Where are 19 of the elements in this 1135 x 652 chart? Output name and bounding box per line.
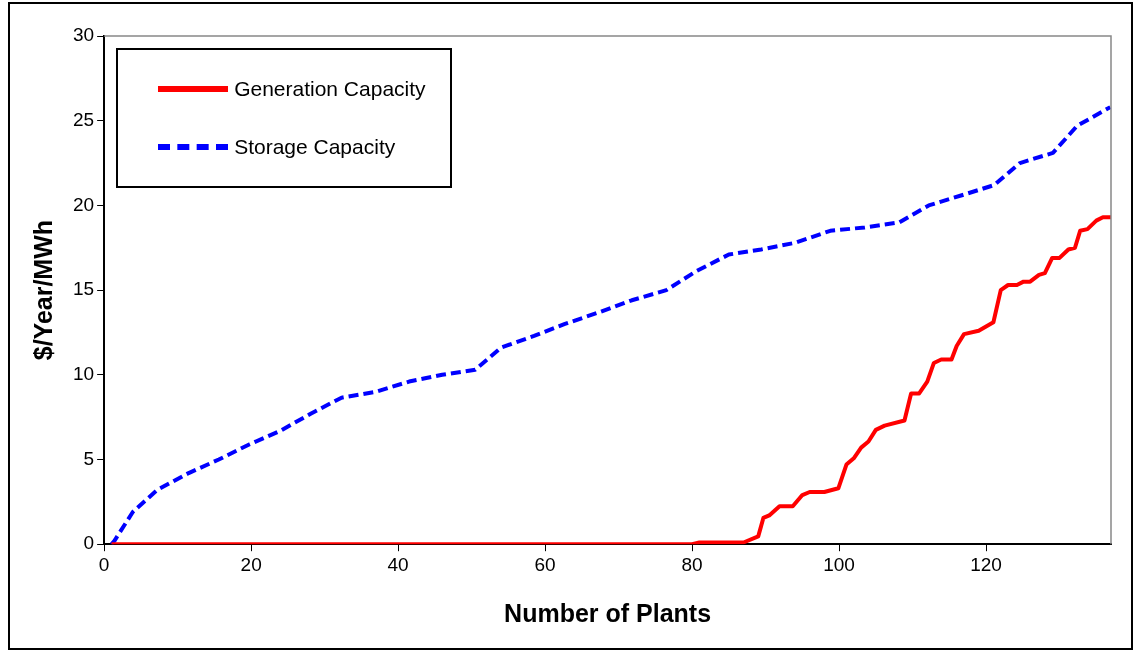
x-tick-label: 40 xyxy=(387,553,409,575)
x-tick-label: 0 xyxy=(98,553,110,575)
x-axis-title: Number of Plants xyxy=(504,598,712,627)
y-tick-label: 10 xyxy=(72,363,95,385)
y-tick-label: 5 xyxy=(83,447,95,469)
legend-label: Storage Capacity xyxy=(234,135,396,159)
y-tick-label: 30 xyxy=(72,24,95,46)
y-tick-label: 25 xyxy=(72,108,95,130)
x-tick-label: 80 xyxy=(681,553,703,575)
y-tick-label: 15 xyxy=(72,278,95,300)
y-tick-label: 0 xyxy=(83,532,95,554)
y-axis-title: $/Year/MWh xyxy=(28,219,57,361)
y-tick-label: 20 xyxy=(72,193,95,215)
x-tick-label: 100 xyxy=(823,553,855,575)
line-series xyxy=(109,105,1111,545)
legend-label: Generation Capacity xyxy=(234,77,426,101)
x-tick-label: 60 xyxy=(534,553,556,575)
x-tick-label: 20 xyxy=(240,553,262,575)
x-tick-label: 120 xyxy=(970,553,1002,575)
